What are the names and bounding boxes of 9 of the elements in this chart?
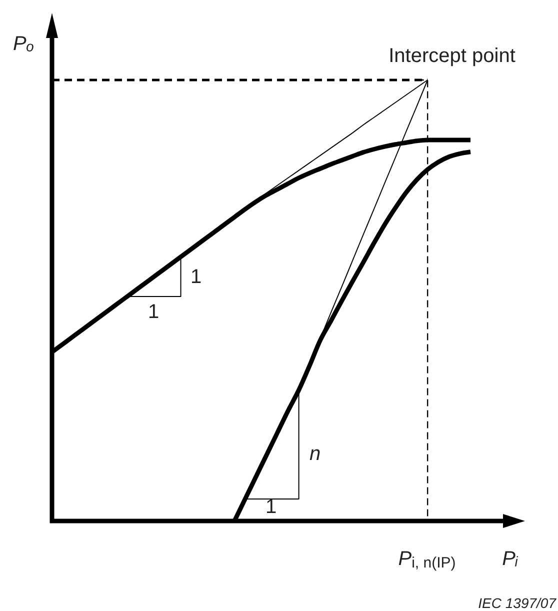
annotation: n — [309, 443, 321, 465]
text: P$_{i, n(IP)}$ — [398, 548, 456, 572]
text: IEC 1397/07 — [478, 595, 558, 611]
annotation: 1 — [190, 266, 202, 288]
annotation: 1 — [265, 496, 277, 518]
text: Intercept point — [388, 45, 516, 67]
annotation: 1 — [148, 301, 160, 323]
y-axis-title: Pₒ — [13, 33, 34, 55]
x-axis-title: Pᵢ — [502, 548, 518, 570]
